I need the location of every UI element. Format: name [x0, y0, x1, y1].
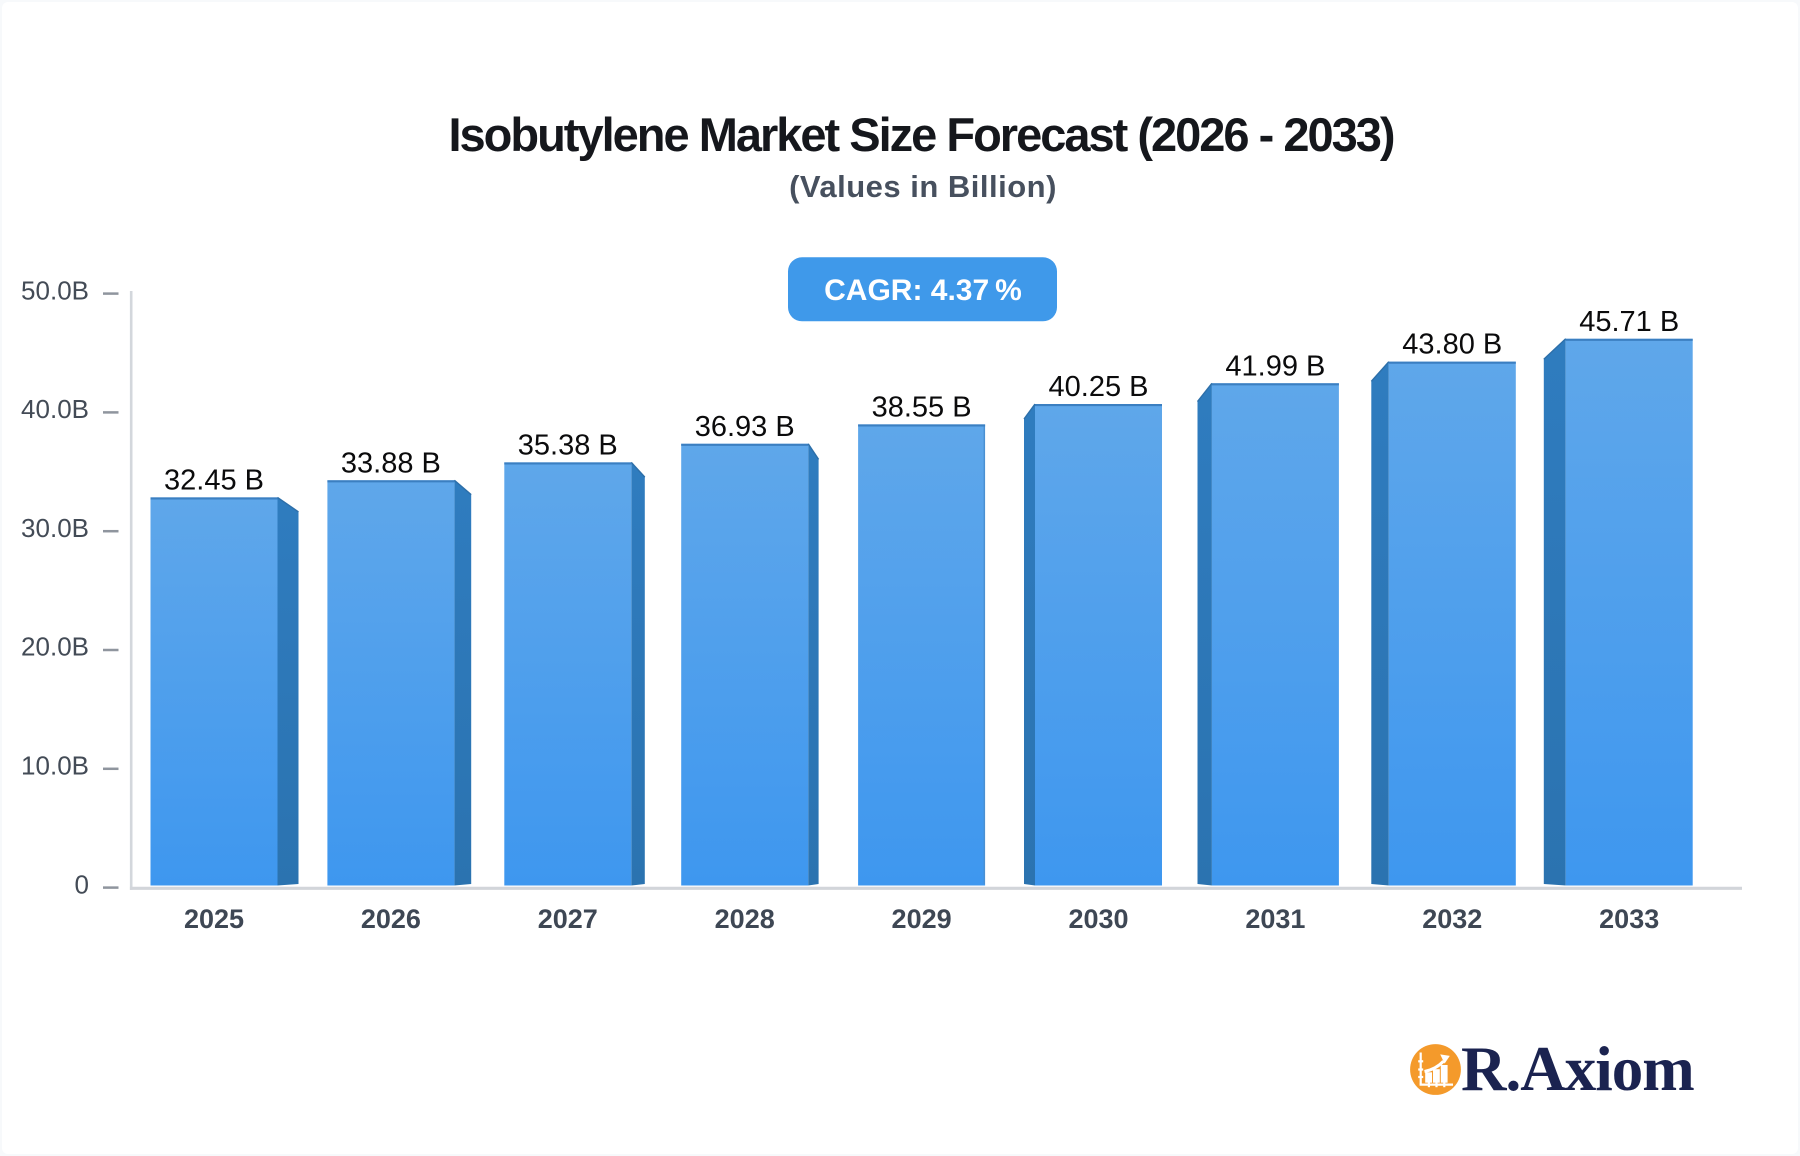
svg-text:0: 0 — [75, 869, 89, 899]
svg-text:20.0B: 20.0B — [21, 632, 89, 662]
svg-text:36.93 B: 36.93 B — [695, 411, 795, 443]
svg-text:43.80 B: 43.80 B — [1402, 329, 1502, 361]
svg-text:32.45 B: 32.45 B — [164, 464, 264, 496]
svg-text:CAGR: 4.37 %: CAGR: 4.37 % — [824, 274, 1022, 307]
svg-text:38.55 B: 38.55 B — [872, 391, 972, 423]
svg-text:2030: 2030 — [1068, 904, 1128, 934]
svg-text:2026: 2026 — [361, 904, 421, 934]
svg-text:(Values in Billion): (Values in Billion) — [789, 169, 1057, 204]
svg-text:30.0B: 30.0B — [21, 513, 89, 543]
svg-text:33.88 B: 33.88 B — [341, 447, 441, 479]
svg-text:10.0B: 10.0B — [21, 751, 89, 781]
svg-text:R.Axiom: R.Axiom — [1461, 1034, 1694, 1104]
svg-text:41.99 B: 41.99 B — [1225, 350, 1325, 382]
svg-text:2028: 2028 — [715, 904, 775, 934]
svg-text:40.25 B: 40.25 B — [1049, 371, 1149, 403]
svg-text:35.38 B: 35.38 B — [518, 429, 618, 461]
svg-text:Isobutylene Market Size Foreca: Isobutylene Market Size Forecast (2026 -… — [448, 108, 1393, 161]
svg-text:2027: 2027 — [538, 904, 598, 934]
svg-text:2029: 2029 — [892, 904, 952, 934]
svg-text:40.0B: 40.0B — [21, 394, 89, 424]
svg-text:50.0B: 50.0B — [21, 275, 89, 305]
svg-text:2033: 2033 — [1599, 904, 1659, 934]
svg-text:45.71 B: 45.71 B — [1579, 306, 1679, 338]
svg-text:2032: 2032 — [1422, 904, 1482, 934]
svg-text:2025: 2025 — [184, 904, 244, 934]
svg-text:2031: 2031 — [1245, 904, 1305, 934]
